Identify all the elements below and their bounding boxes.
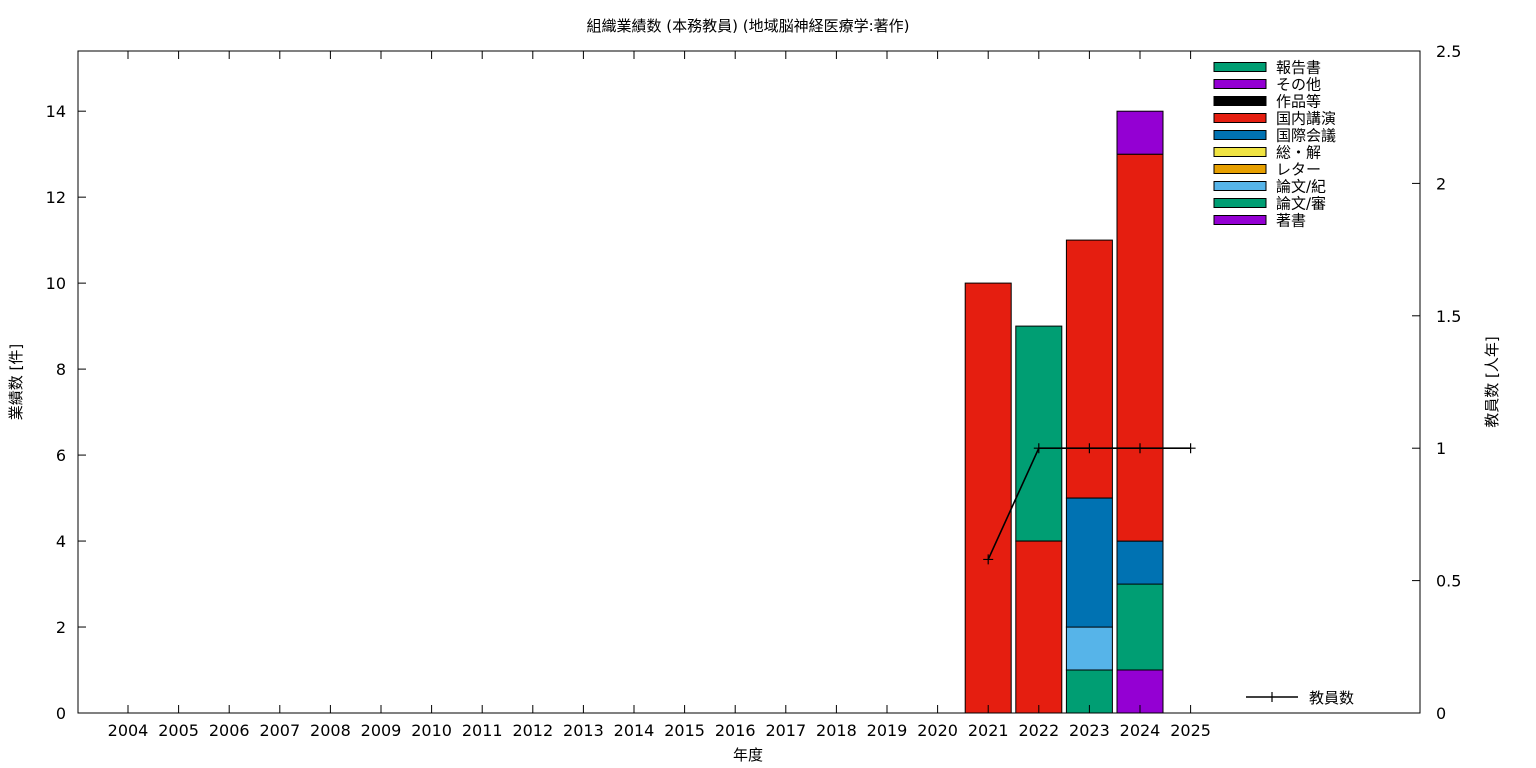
x-tick-label-2019: 2019 [867,721,908,740]
line-layer [983,443,1196,565]
line-legend-label: 教員数 [1309,689,1354,707]
legend-swatch-9 [1213,62,1267,72]
line-point-2024 [1135,443,1145,454]
x-tick-label-2008: 2008 [310,721,351,740]
x-tick-label-2005: 2005 [158,721,199,740]
x-tick-label-2004: 2004 [108,721,149,740]
legend-label-0: 著書 [1276,212,1306,230]
y2-tick-label-3: 1.5 [1436,307,1461,326]
bar-2023-series-2 [1065,626,1113,671]
y2-axis-label: 教員数 [人年] [1483,336,1501,427]
y-tick-label-4: 4 [56,532,66,551]
legend-label-6: 国内講演 [1276,110,1336,128]
legend-label-8: その他 [1276,76,1321,94]
y2-tick-label-0: 0 [1436,704,1446,723]
bars-layer [964,110,1164,714]
y-tick-label-12: 12 [46,188,66,207]
y-tick-label-0: 0 [56,704,66,723]
chart-title: 組織業績数 (本務教員) (地域脳神経医療学:著作) [586,17,909,35]
x-tick-label-2014: 2014 [614,721,655,740]
x-tick-label-2018: 2018 [816,721,857,740]
bar-2023-series-5 [1065,497,1113,628]
y2-tick-label-4: 2 [1436,174,1446,193]
legend-swatch-4 [1213,147,1267,157]
x-tick-label-2023: 2023 [1069,721,1110,740]
legend-label-4: 総・解 [1276,144,1321,162]
y-tick-label-8: 8 [56,360,66,379]
x-tick-label-2010: 2010 [411,721,452,740]
y-tick-label-14: 14 [46,102,66,121]
x-tick-label-2017: 2017 [765,721,806,740]
y2-tick-label-2: 1 [1436,439,1446,458]
x-tick-label-2016: 2016 [715,721,756,740]
line-point-2022 [1033,443,1044,454]
x-axis: 2004 2005 2006 2007 2008 2009 2010 2011 2012 2013… [108,51,1211,740]
bar-2024-series-8 [1116,110,1164,155]
legend-swatch-5 [1213,130,1267,140]
x-tick-label-2022: 2022 [1018,721,1059,740]
y2-tick-label-5: 2.5 [1436,42,1461,61]
legend-swatch-7 [1213,96,1267,106]
line-legend: 教員数 [1246,689,1354,707]
plot-frame [77,50,1421,714]
bar-2022-series-9 [1015,325,1063,542]
x-tick-label-2015: 2015 [664,721,705,740]
line-point-2025 [1185,443,1196,454]
legend-swatch-6 [1213,113,1267,123]
line-point-2023 [1084,443,1095,454]
x-axis-label: 年度 [733,746,763,764]
legend-swatch-1 [1213,198,1267,208]
x-tick-label-2024: 2024 [1120,721,1161,740]
bar-2022-series-6 [1015,540,1063,714]
legend-swatch-0 [1213,215,1267,225]
legend-label-3: レター [1276,161,1321,179]
legend-label-9: 報告書 [1276,59,1321,77]
x-tick-label-2011: 2011 [462,721,503,740]
legend-label-7: 作品等 [1276,93,1321,111]
legend-swatch-2 [1213,181,1267,191]
x-tick-label-2009: 2009 [361,721,402,740]
y2-axis: 0 0.5 1 1.5 2 2.5 [1412,42,1461,723]
bar-2021-series-6 [964,282,1012,714]
legend-label-2: 論文/紀 [1276,178,1326,196]
y2-tick-label-1: 0.5 [1436,572,1461,591]
x-tick-label-2012: 2012 [512,721,553,740]
legend-swatch-3 [1213,164,1267,174]
x-tick-label-2021: 2021 [968,721,1009,740]
y-axis: 0 2 4 6 8 10 12 14 [46,102,86,723]
x-tick-label-2013: 2013 [563,721,604,740]
bar-2024-series-5 [1116,540,1164,585]
bar-2023-series-6 [1065,239,1113,499]
x-tick-label-2006: 2006 [209,721,250,740]
legend-label-5: 国際会議 [1276,127,1336,145]
x-tick-label-2025: 2025 [1170,721,1211,740]
bar-2024-series-6 [1116,153,1164,542]
bar-2024-series-1 [1116,583,1164,671]
x-tick-label-2007: 2007 [259,721,300,740]
y-axis-label: 業績数 [件] [7,344,25,420]
y-tick-label-10: 10 [46,274,66,293]
legend-label-1: 論文/審 [1276,195,1326,213]
y-tick-label-2: 2 [56,618,66,637]
line-point-2021 [983,554,994,565]
legend-swatch-8 [1213,79,1267,89]
x-tick-label-2020: 2020 [917,721,958,740]
y-tick-label-6: 6 [56,446,66,465]
